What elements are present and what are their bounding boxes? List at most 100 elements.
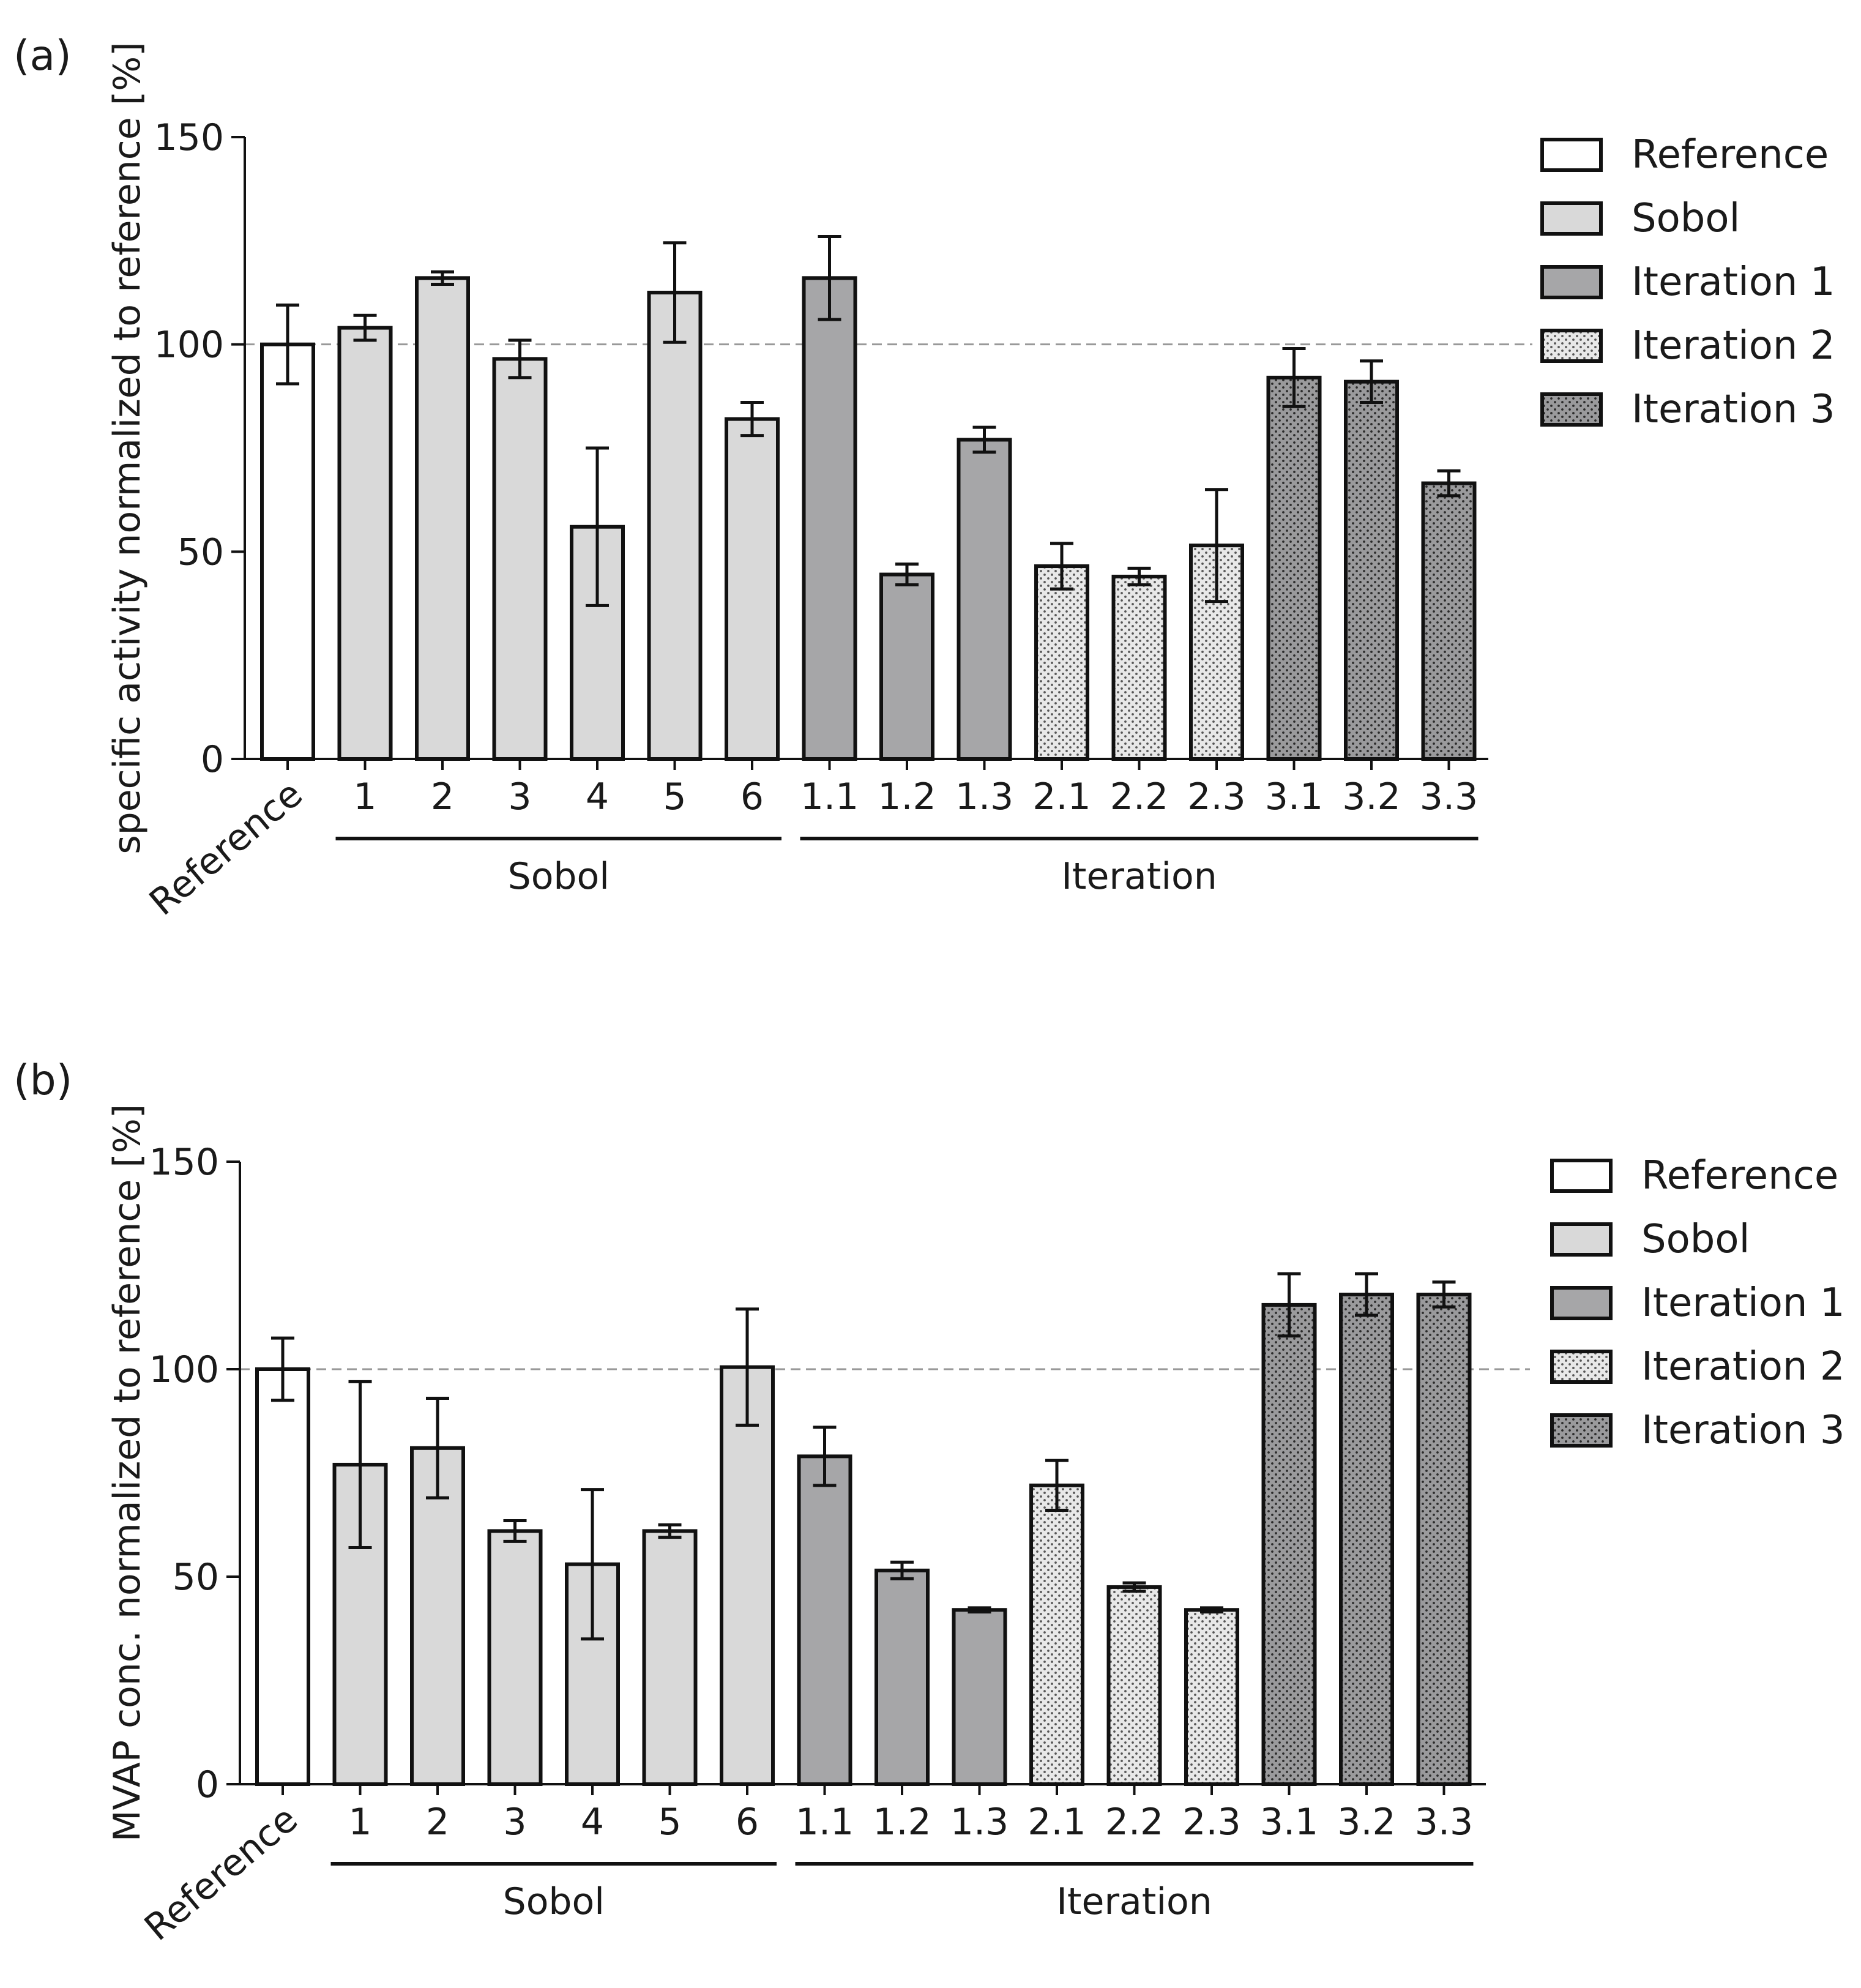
panel-label: (a) bbox=[13, 32, 72, 80]
legend-swatch-iteration-1 bbox=[1550, 1286, 1613, 1320]
error-bar-3-1 bbox=[1277, 1272, 1301, 1338]
x-tick-label-3-1: 3.1 bbox=[1260, 1801, 1318, 1844]
x-tick-label-2-3: 2.3 bbox=[1187, 775, 1245, 818]
error-bar-2-3 bbox=[1205, 488, 1228, 604]
legend-label-reference: Reference bbox=[1632, 132, 1829, 177]
error-bar-4 bbox=[586, 446, 609, 607]
error-bar-4 bbox=[581, 1488, 604, 1641]
bar-3-2 bbox=[1344, 379, 1399, 761]
legend-label-iteration-1: Iteration 1 bbox=[1641, 1280, 1845, 1326]
bar-2-2 bbox=[1111, 574, 1167, 761]
y-tick-label-150: 150 bbox=[149, 1141, 219, 1184]
y-tick-label-50: 50 bbox=[173, 1556, 219, 1599]
x-tick-label-1: 1 bbox=[353, 775, 376, 818]
bar-2 bbox=[415, 276, 470, 761]
bar-1-1 bbox=[802, 276, 857, 761]
chart-panel-a: (a) specific activity normalized to refer… bbox=[13, 32, 1835, 924]
bar-6 bbox=[720, 1365, 775, 1787]
x-tick-label-1: 1 bbox=[348, 1801, 371, 1844]
legend-label-iteration-2: Iteration 2 bbox=[1641, 1344, 1845, 1389]
error-bar-2 bbox=[426, 1396, 449, 1500]
legend-label-sobol: Sobol bbox=[1641, 1217, 1750, 1262]
bar-2-3 bbox=[1184, 1608, 1239, 1786]
error-bar-1-3 bbox=[968, 1606, 991, 1614]
x-tick-label-2-2: 2.2 bbox=[1110, 775, 1168, 818]
error-bar-2-2 bbox=[1127, 566, 1151, 587]
x-tick-label-1-1: 1.1 bbox=[796, 1801, 854, 1844]
x-tick-label-3-2: 3.2 bbox=[1337, 1801, 1395, 1844]
legend-swatch-sobol bbox=[1540, 201, 1603, 236]
legend-swatch-iteration-3 bbox=[1550, 1413, 1613, 1448]
y-tick-label-0: 0 bbox=[201, 738, 224, 781]
error-bar-1 bbox=[348, 1380, 372, 1550]
x-tick-label-reference: Reference bbox=[136, 1798, 305, 1949]
x-tick-label-6: 6 bbox=[736, 1801, 759, 1844]
x-tick-label-3-3: 3.3 bbox=[1415, 1801, 1473, 1844]
x-tick-label-3: 3 bbox=[503, 1801, 526, 1844]
error-bar-2-1 bbox=[1045, 1459, 1068, 1512]
y-tick-label-100: 100 bbox=[149, 1348, 219, 1391]
x-tick-label-4: 4 bbox=[581, 1801, 604, 1844]
x-tick-label-4: 4 bbox=[586, 775, 609, 818]
x-tick-label-2-2: 2.2 bbox=[1105, 1801, 1163, 1844]
x-tick-label-reference: Reference bbox=[141, 772, 310, 924]
error-bar-3-2 bbox=[1360, 359, 1383, 404]
y-tick-label-150: 150 bbox=[154, 116, 224, 159]
error-bar-2-2 bbox=[1122, 1581, 1146, 1593]
legend-swatch-iteration-1 bbox=[1540, 265, 1603, 299]
x-tick-label-1-1: 1.1 bbox=[800, 775, 859, 818]
x-tick-label-1-2: 1.2 bbox=[873, 1801, 931, 1844]
legend: Reference Sobol Iteration 1 Iteration 2 Iter… bbox=[1550, 1153, 1845, 1453]
group-label-iteration: Iteration bbox=[1056, 1880, 1212, 1923]
bar-1-3 bbox=[957, 438, 1012, 761]
legend-swatch-iteration-3 bbox=[1540, 392, 1603, 427]
error-bar-5 bbox=[663, 241, 687, 344]
legend-swatch-reference bbox=[1550, 1159, 1613, 1193]
x-tick-label-1-3: 1.3 bbox=[950, 1801, 1009, 1844]
legend-label-sobol: Sobol bbox=[1632, 196, 1740, 241]
error-bar-reference bbox=[276, 303, 299, 386]
bar-reference bbox=[255, 1367, 310, 1786]
error-bar-6 bbox=[736, 1307, 759, 1427]
bar-3 bbox=[492, 357, 548, 761]
error-bar-2 bbox=[431, 270, 454, 286]
error-bar-3 bbox=[503, 1519, 527, 1543]
legend-label-iteration-3: Iteration 3 bbox=[1632, 387, 1835, 432]
bar-2 bbox=[410, 1446, 465, 1787]
chart-panel-b: (b) MVAP conc. normalized to reference [%… bbox=[13, 1056, 1845, 1949]
legend-swatch-iteration-2 bbox=[1540, 329, 1603, 363]
x-tick-label-3-2: 3.2 bbox=[1342, 775, 1400, 818]
group-label-sobol: Sobol bbox=[503, 1880, 605, 1923]
x-tick-label-2: 2 bbox=[431, 775, 454, 818]
x-tick-label-2-3: 2.3 bbox=[1182, 1801, 1240, 1844]
error-bar-2-1 bbox=[1050, 542, 1073, 591]
bar-5 bbox=[647, 291, 703, 761]
x-tick-label-1-2: 1.2 bbox=[878, 775, 936, 818]
error-bar-1-2 bbox=[890, 1560, 914, 1580]
bar-3-3 bbox=[1416, 1292, 1472, 1786]
error-bar-6 bbox=[740, 400, 764, 438]
x-tick-label-5: 5 bbox=[658, 1801, 681, 1844]
legend-label-iteration-1: Iteration 1 bbox=[1632, 260, 1835, 305]
bar-3-3 bbox=[1421, 481, 1477, 761]
bar-1-2 bbox=[879, 572, 934, 761]
legend-swatch-reference bbox=[1540, 138, 1603, 172]
legend-swatch-iteration-2 bbox=[1550, 1350, 1613, 1384]
y-tick-label-100: 100 bbox=[154, 324, 224, 367]
y-tick-label-0: 0 bbox=[196, 1763, 219, 1806]
error-bar-3 bbox=[508, 338, 532, 379]
error-bar-3-3 bbox=[1432, 1280, 1456, 1309]
error-bar-1 bbox=[353, 313, 377, 342]
bar-reference bbox=[260, 342, 315, 761]
group-label-iteration: Iteration bbox=[1061, 855, 1217, 898]
bar-2-1 bbox=[1029, 1483, 1084, 1787]
x-tick-label-2-1: 2.1 bbox=[1027, 1801, 1086, 1844]
bar-1-1 bbox=[797, 1454, 852, 1786]
legend-swatch-sobol bbox=[1550, 1222, 1613, 1257]
bar-1-3 bbox=[952, 1608, 1007, 1786]
error-bar-3-2 bbox=[1355, 1272, 1378, 1317]
bar-1 bbox=[337, 326, 393, 761]
legend-label-iteration-2: Iteration 2 bbox=[1632, 323, 1835, 368]
error-bar-3-1 bbox=[1282, 346, 1306, 408]
